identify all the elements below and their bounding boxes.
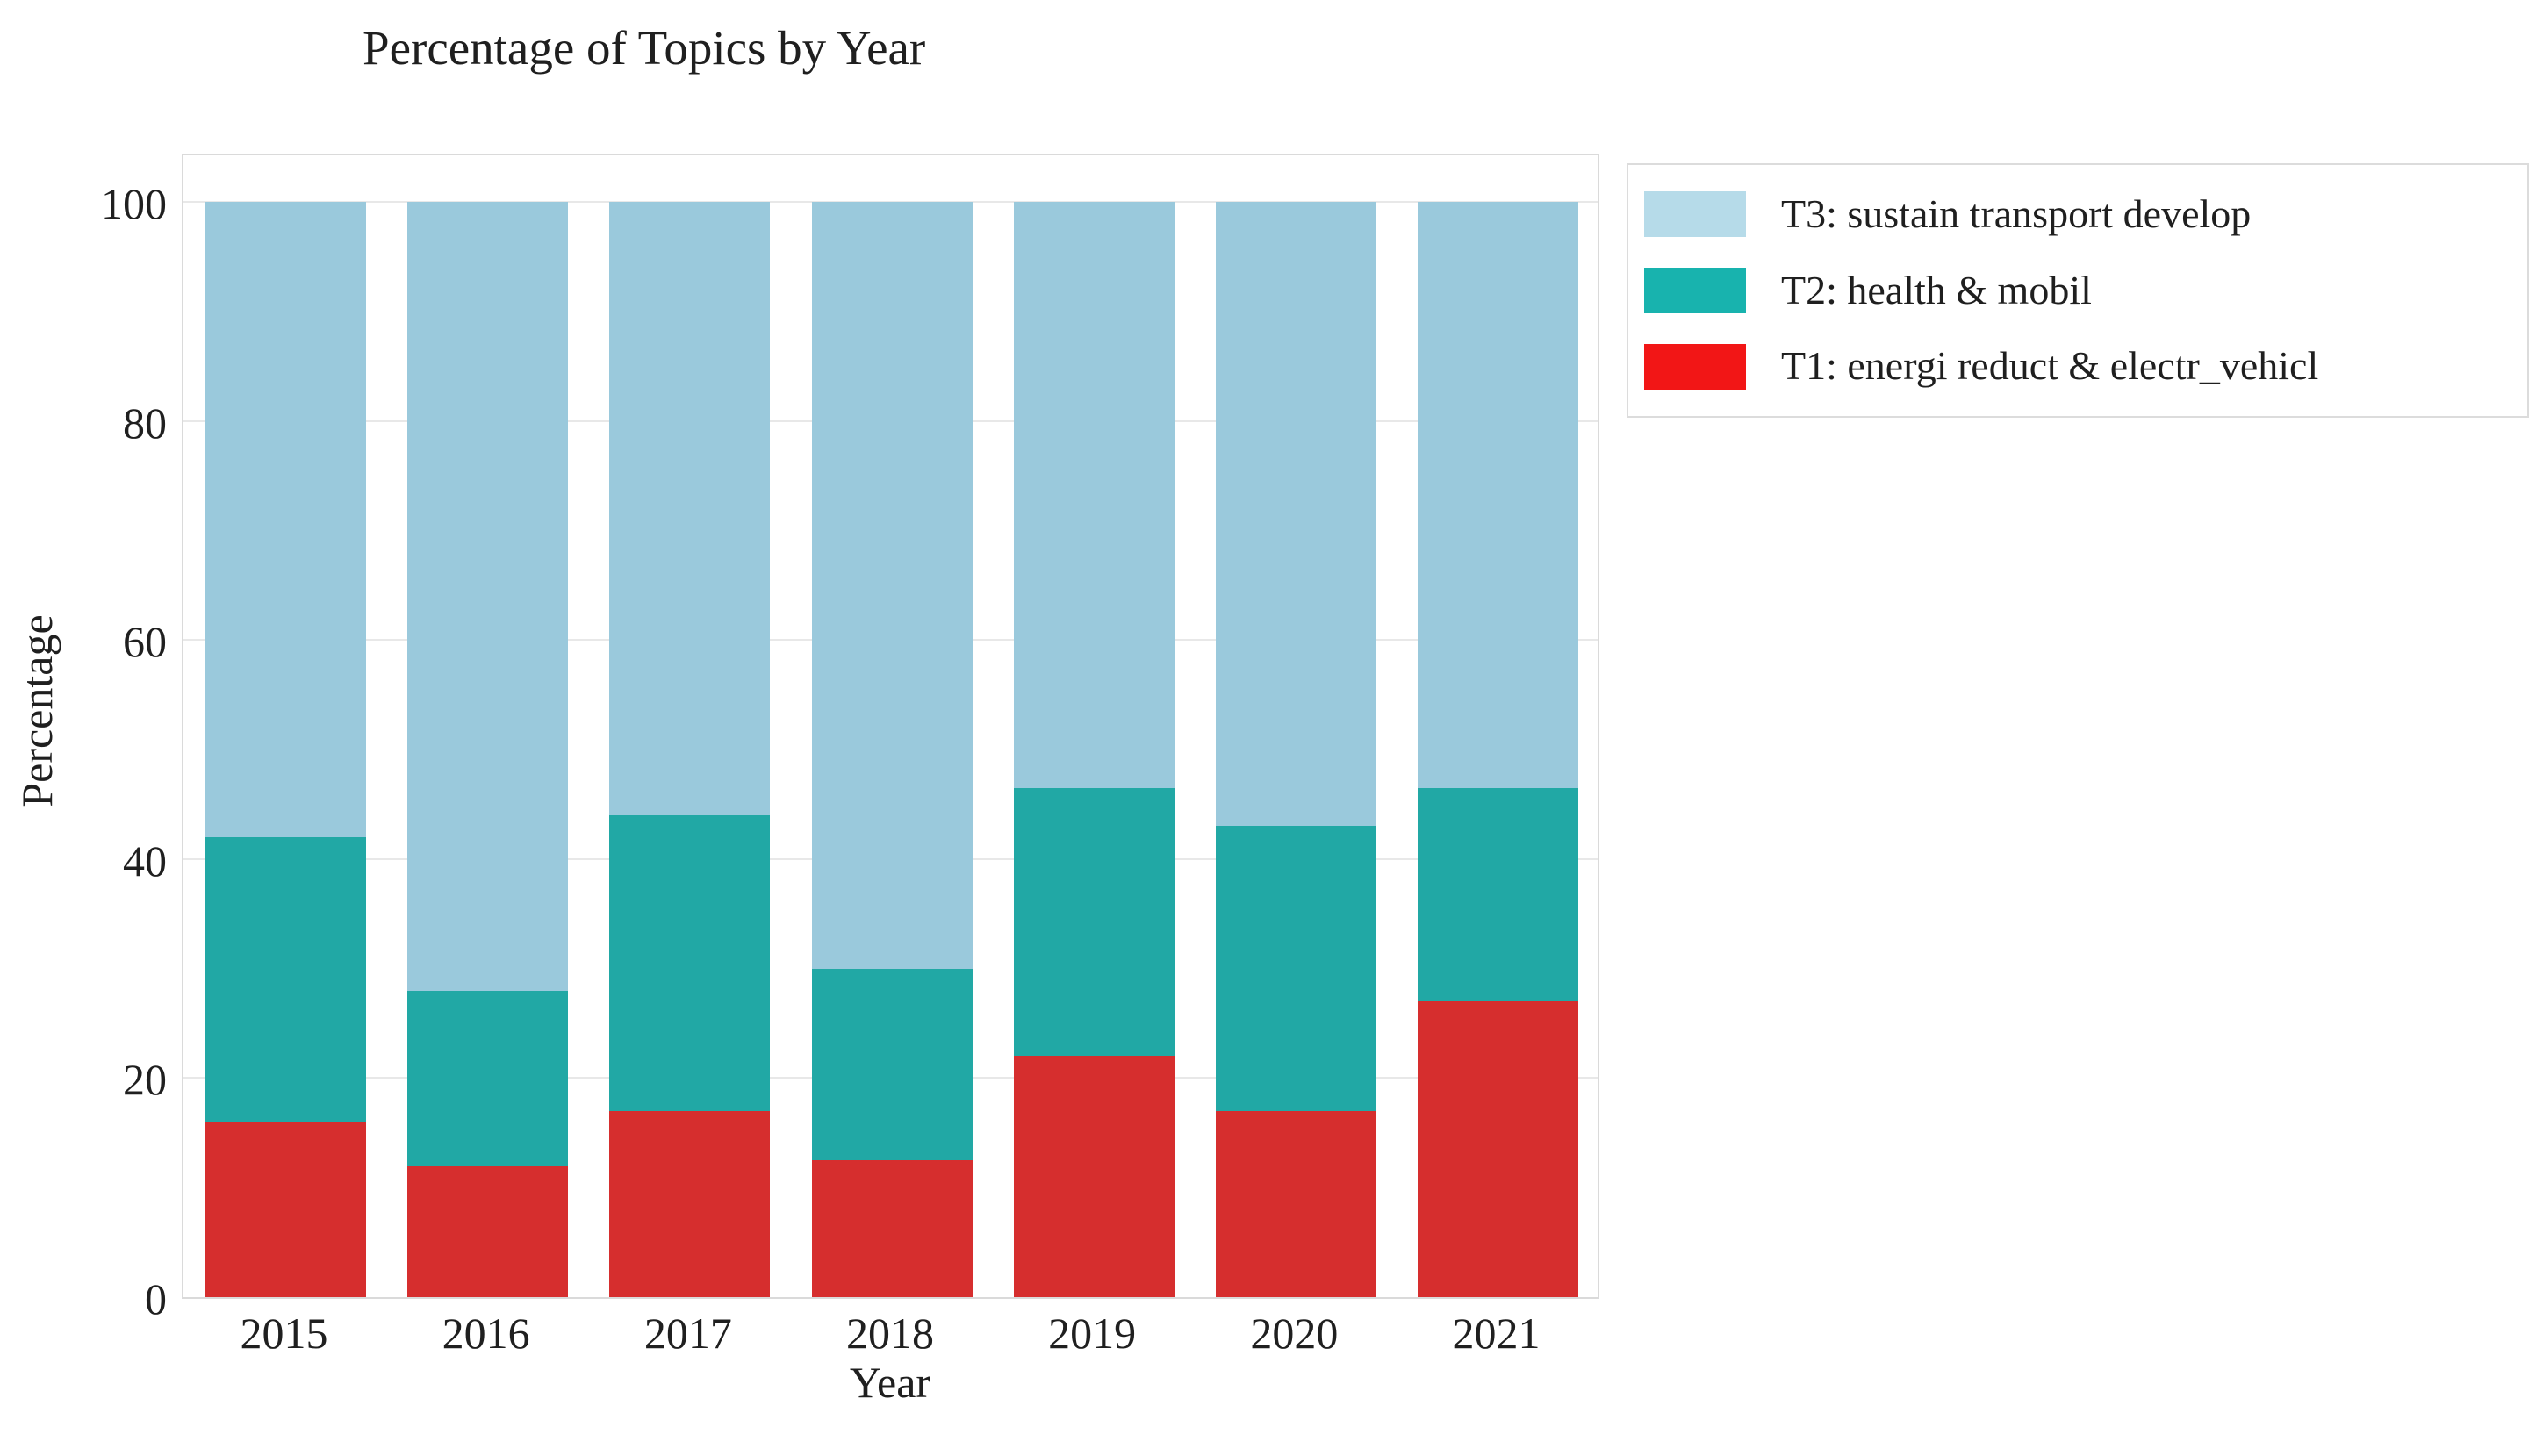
bar-segment-2021-T1 — [1418, 1001, 1579, 1297]
x-tick-2018: 2018 — [846, 1309, 934, 1358]
x-axis-label: Year — [849, 1358, 931, 1407]
gridline-100 — [183, 201, 1598, 203]
legend-swatch-T1 — [1644, 343, 1746, 390]
x-tick-2021: 2021 — [1452, 1309, 1541, 1358]
y-tick-80: 80 — [123, 398, 167, 448]
bar-segment-2018-T3 — [811, 202, 973, 969]
bar-segment-2016-T2 — [407, 990, 569, 1166]
legend-swatch-T3 — [1644, 191, 1746, 238]
legend-label-T2: T2: health & mobil — [1781, 267, 2092, 312]
x-tick-2017: 2017 — [643, 1309, 732, 1358]
bar-segment-2021-T2 — [1418, 787, 1579, 1002]
x-tick-2020: 2020 — [1250, 1309, 1339, 1358]
legend: T3: sustain transport develop T2: health … — [1627, 163, 2529, 418]
y-tick-60: 60 — [123, 617, 167, 667]
bar-segment-2017-T3 — [609, 202, 771, 815]
bar-segment-2017-T1 — [609, 1110, 771, 1297]
y-tick-40: 40 — [123, 836, 167, 886]
bar-segment-2018-T1 — [811, 1160, 973, 1297]
y-tick-0: 0 — [145, 1274, 167, 1323]
bar-segment-2021-T3 — [1418, 202, 1579, 788]
bar-segment-2015-T1 — [205, 1122, 366, 1297]
bar-segment-2019-T1 — [1013, 1056, 1175, 1297]
chart-title: Percentage of Topics by Year — [363, 21, 926, 75]
legend-entry-T3: T3: sustain transport develop — [1644, 191, 2527, 238]
legend-entry-T1: T1: energi reduct & electr_vehicl — [1644, 343, 2527, 390]
bar-segment-2018-T2 — [811, 968, 973, 1160]
bar-segment-2019-T3 — [1013, 202, 1175, 788]
legend-label-T3: T3: sustain transport develop — [1781, 190, 2252, 236]
bar-segment-2015-T2 — [205, 836, 366, 1122]
y-tick-100: 100 — [101, 179, 167, 228]
x-tick-2015: 2015 — [240, 1309, 328, 1358]
legend-entry-T2: T2: health & mobil — [1644, 268, 2527, 314]
plot-area — [182, 154, 1599, 1299]
bar-segment-2020-T1 — [1215, 1110, 1376, 1297]
bar-segment-2015-T3 — [205, 202, 366, 837]
bar-segment-2016-T1 — [407, 1166, 569, 1297]
y-tick-20: 20 — [123, 1055, 167, 1105]
legend-swatch-T2 — [1644, 267, 1746, 313]
x-tick-2019: 2019 — [1048, 1309, 1137, 1358]
bar-segment-2020-T3 — [1215, 202, 1376, 827]
x-tick-2016: 2016 — [442, 1309, 530, 1358]
legend-label-T1: T1: energi reduct & electr_vehicl — [1781, 343, 2319, 389]
bar-segment-2017-T2 — [609, 814, 771, 1111]
bar-segment-2020-T2 — [1215, 826, 1376, 1111]
bar-segment-2016-T3 — [407, 202, 569, 991]
bar-segment-2019-T2 — [1013, 787, 1175, 1057]
